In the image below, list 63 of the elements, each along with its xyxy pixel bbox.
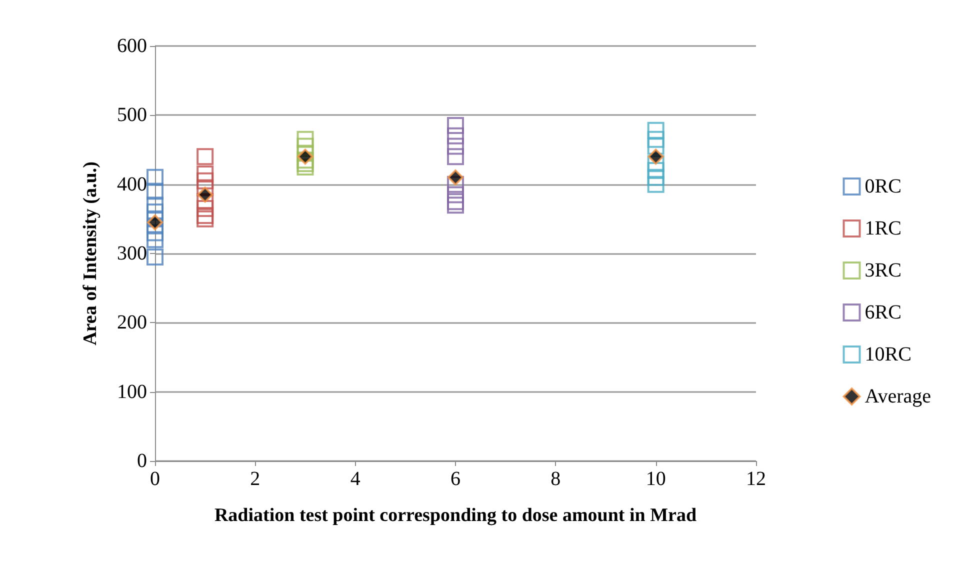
x-tick-label: 8 [550,468,561,490]
point [197,186,214,203]
point [196,148,214,166]
point [297,148,314,165]
y-tick-label: 300 [117,242,147,264]
point [647,130,664,148]
point [146,182,164,200]
legend-label: 0RC [864,176,902,198]
point [296,152,314,169]
point [146,224,164,242]
point [147,214,163,230]
point [447,148,464,166]
point [447,196,464,214]
point [196,165,214,182]
point [196,193,214,210]
point [146,231,164,248]
point [447,193,464,210]
x-tick-label: 10 [646,468,666,490]
y-tick-label: 200 [117,312,147,334]
x-tick-label: 6 [450,468,460,490]
point [196,206,214,224]
legend-label: 6RC [864,302,902,324]
y-tick-label: 600 [117,35,147,57]
point [447,117,464,134]
point [648,148,664,165]
point [146,204,164,220]
point [647,138,664,155]
point [196,172,214,190]
point [647,176,664,193]
y-tick-label: 100 [117,380,147,403]
legend-label: 3RC [864,260,902,282]
point [447,176,464,193]
x-tick-label: 2 [250,468,260,490]
point [647,168,664,186]
legend-label: Average [864,386,932,408]
point [146,217,164,234]
point [447,127,464,144]
y-tick-label: 0 [137,450,147,472]
point [146,210,164,228]
y-tick-label: 500 [117,104,147,126]
point [447,138,464,155]
x-axis-title: Radiation test point corresponding to dose amount in Mrad [214,505,697,526]
point [296,130,314,148]
point [647,162,664,179]
point [447,186,464,204]
x-tick-label: 4 [350,468,360,490]
point [196,200,214,218]
point [296,155,314,172]
y-tick-label: 400 [117,173,147,196]
point [146,168,164,186]
point [647,122,664,139]
point [448,169,464,186]
point [146,248,164,266]
point [296,138,314,155]
point [196,210,214,228]
y-axis-title: Area of Intensity (a.u.) [80,162,101,346]
legend-label: 10RC [864,344,912,366]
point [647,155,664,172]
point [296,144,314,162]
point [296,158,314,176]
point [146,196,164,214]
legend-label: 1RC [864,218,902,240]
x-tick-label: 12 [746,468,766,490]
